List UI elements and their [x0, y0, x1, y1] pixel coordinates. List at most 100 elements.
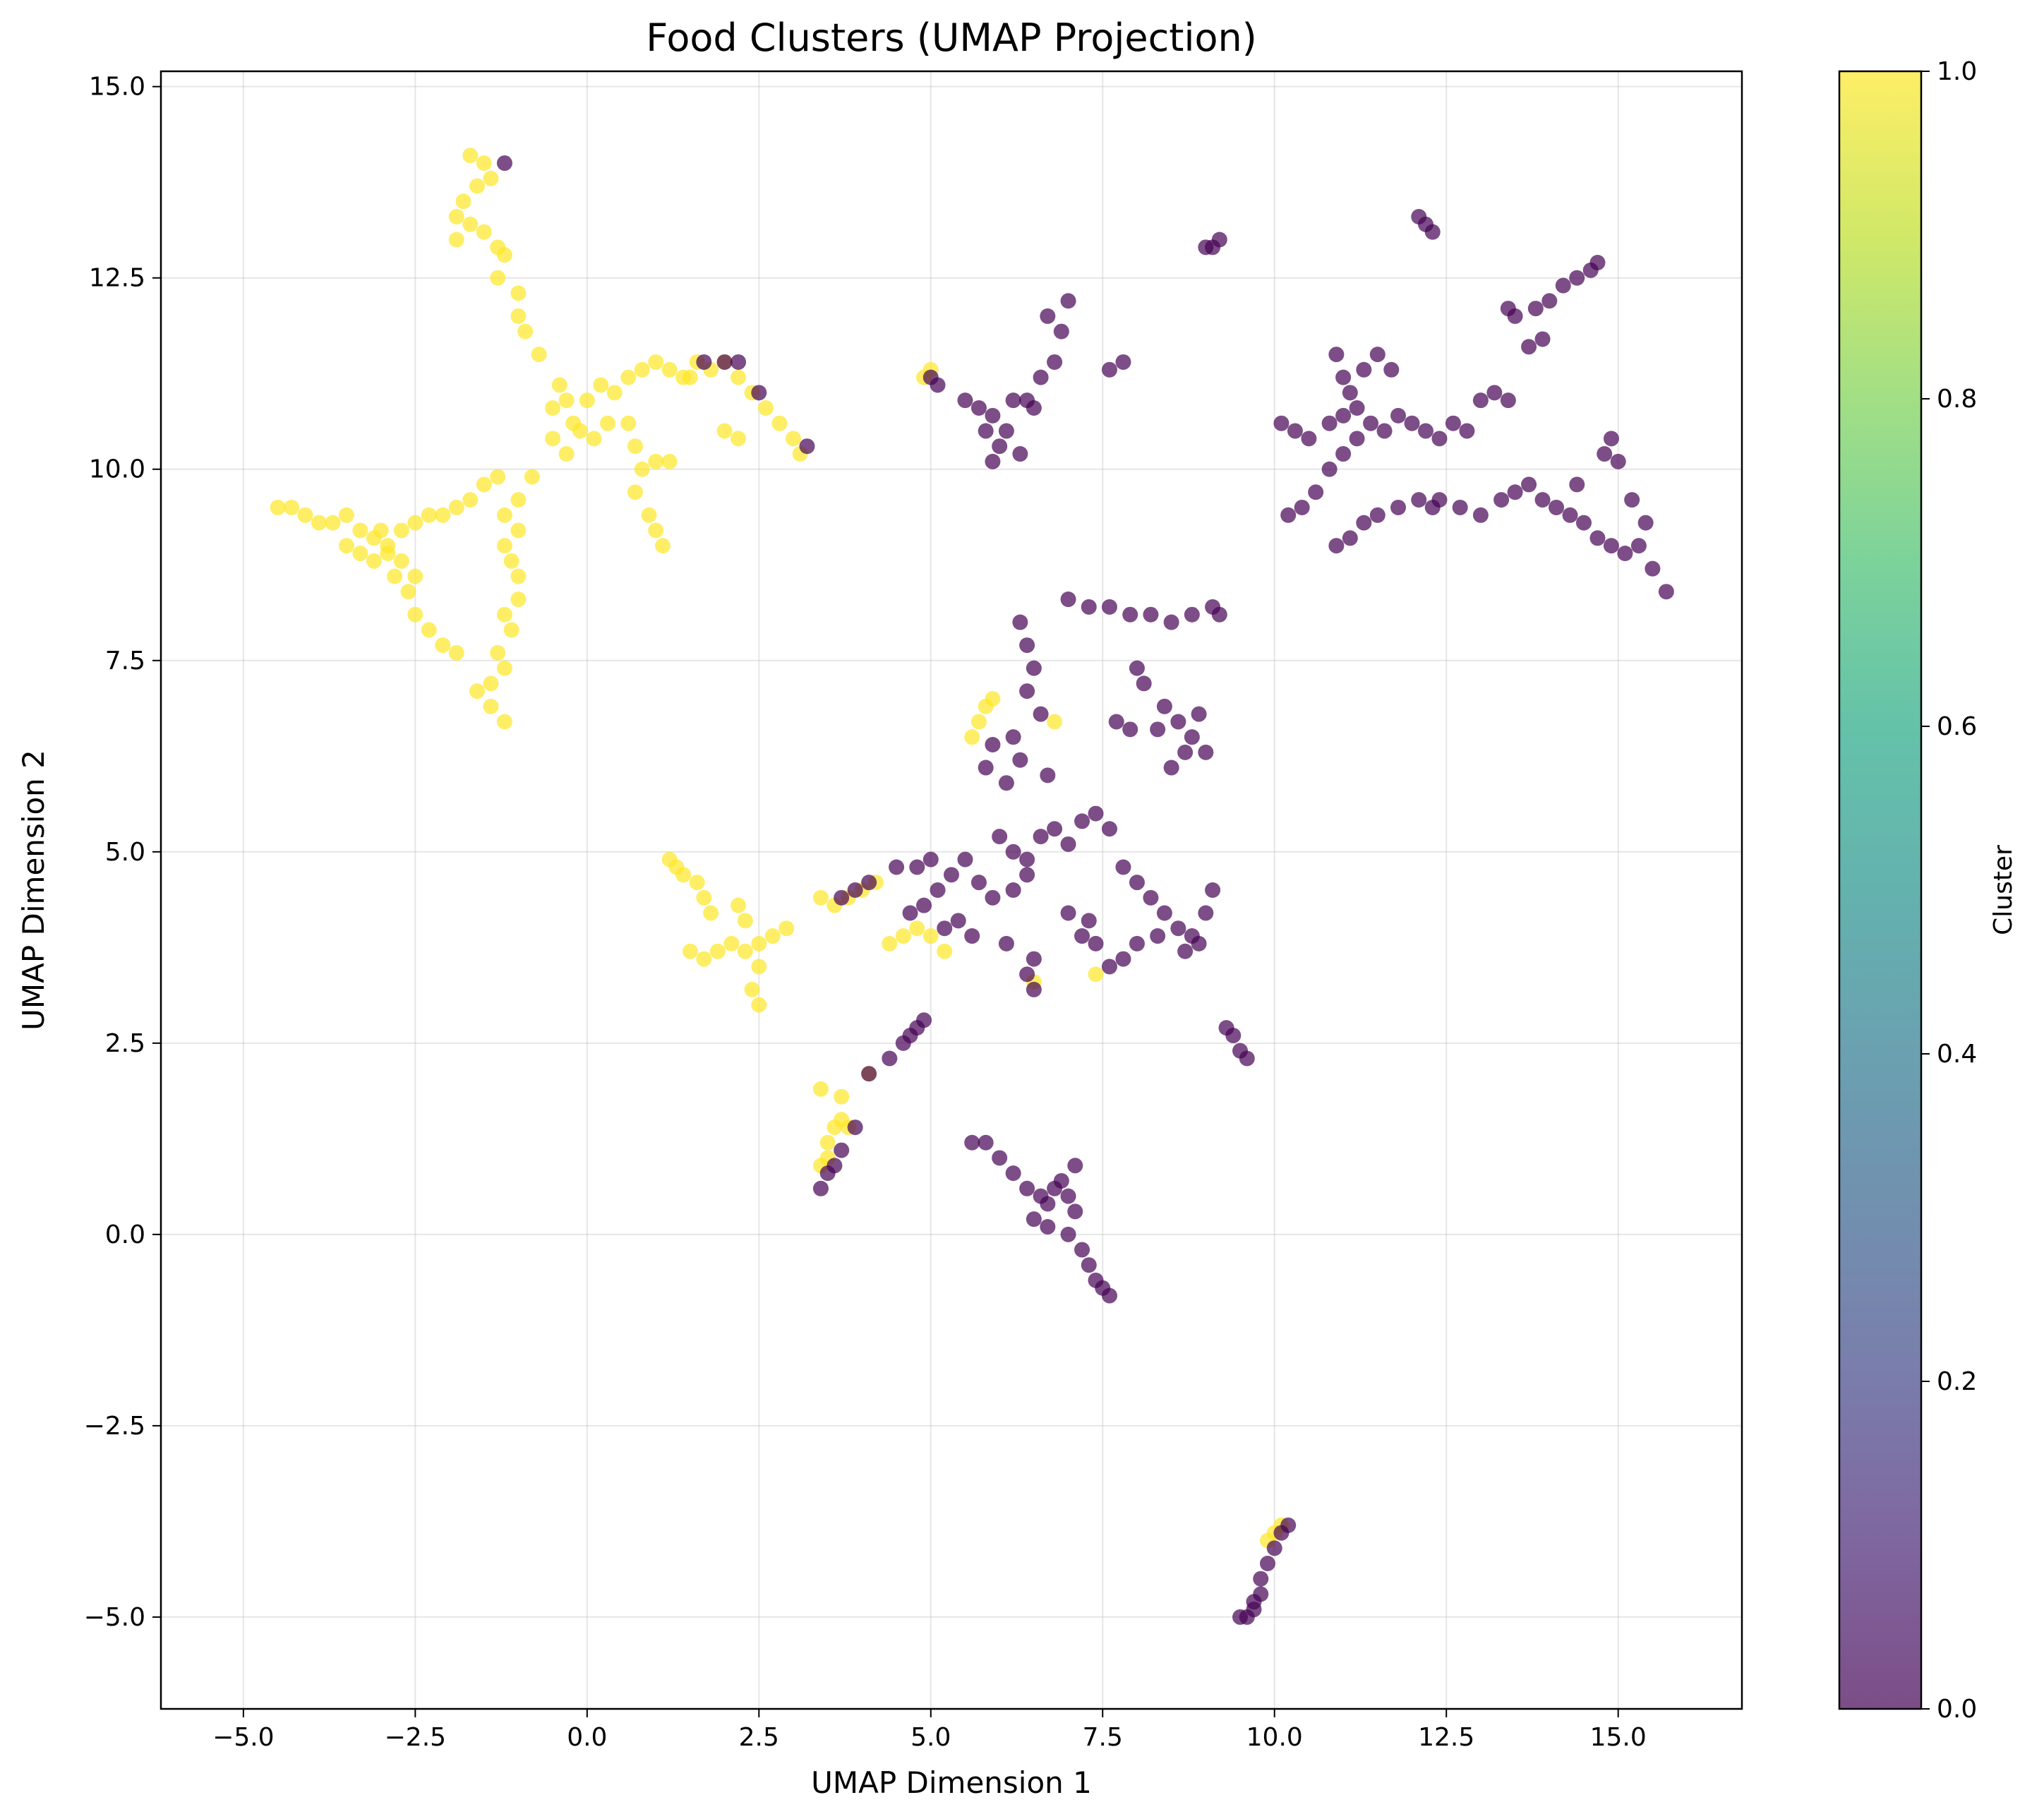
scatter-point-cluster-0: [1088, 805, 1104, 822]
scatter-point-cluster-0: [716, 354, 733, 370]
scatter-point-cluster-0: [1019, 1180, 1035, 1196]
scatter-point-cluster-0: [1136, 676, 1152, 692]
scatter-point-cluster-1: [586, 431, 602, 447]
scatter-point-cluster-1: [834, 1088, 850, 1105]
scatter-point-cluster-0: [1163, 760, 1179, 776]
y-axis-ticks: −5.0 −2.5 0.0 2.5 5.0 7.5 10.0 12.5 15.0: [84, 73, 161, 1632]
scatter-point-cluster-0: [1562, 507, 1578, 523]
scatter-point-cluster-0: [1033, 829, 1049, 845]
scatter-point-cluster-1: [778, 920, 795, 937]
scatter-point-cluster-0: [1424, 499, 1441, 515]
scatter-point-cluster-0: [1445, 415, 1461, 431]
scatter-point-cluster-0: [1102, 821, 1117, 837]
scatter-point-cluster-0: [1102, 599, 1117, 615]
scatter-point-cluster-1: [545, 431, 561, 447]
scatter-point-cluster-1: [551, 377, 567, 393]
scatter-point-cluster-0: [978, 423, 994, 439]
scatter-point-cluster-0: [847, 882, 863, 898]
scatter-point-cluster-1: [531, 347, 547, 363]
scatter-point-cluster-0: [1500, 392, 1516, 409]
scatter-point-cluster-0: [1060, 592, 1076, 608]
colorbar: 0.0 0.2 0.4 0.6 0.8 1.0 Cluster: [1838, 57, 2018, 1724]
scatter-point-cluster-0: [902, 905, 918, 921]
scatter-point-cluster-1: [496, 714, 512, 730]
scatter-point-cluster-0: [1287, 423, 1303, 439]
scatter-point-cluster-0: [1280, 507, 1297, 523]
scatter-point-cluster-1: [448, 644, 464, 661]
scatter-point-cluster-0: [1624, 492, 1640, 508]
scatter-point-cluster-0: [1047, 354, 1063, 370]
scatter-point-cluster-0: [1541, 293, 1558, 309]
scatter-point-cluster-0: [1170, 920, 1186, 937]
scatter-point-cluster-0: [1026, 1211, 1042, 1227]
scatter-point-cluster-0: [978, 1134, 994, 1151]
scatter-point-cluster-0: [1177, 744, 1194, 760]
colorbar-ticks: 0.0 0.2 0.4 0.6 0.8 1.0: [1921, 57, 1977, 1724]
scatter-point-cluster-1: [1088, 966, 1104, 983]
scatter-point-cluster-1: [675, 867, 692, 883]
scatter-point-cluster-1: [407, 606, 423, 623]
scatter-point-cluster-0: [1472, 392, 1489, 409]
scatter-point-cluster-1: [716, 423, 733, 439]
scatter-point-cluster-1: [496, 538, 512, 554]
y-tick-label: 10.0: [89, 455, 145, 484]
scatter-point-cluster-1: [909, 920, 925, 937]
colorbar-tick-label: 1.0: [1937, 57, 1977, 86]
scatter-point-cluster-0: [1328, 347, 1345, 363]
scatter-point-cluster-1: [352, 522, 368, 539]
scatter-point-cluster-0: [1026, 981, 1042, 997]
scatter-point-cluster-1: [338, 538, 354, 554]
scatter-point-cluster-1: [985, 690, 1001, 707]
scatter-point-cluster-0: [1383, 361, 1400, 378]
scatter-point-cluster-0: [1225, 1027, 1242, 1043]
scatter-point-cluster-0: [1102, 1287, 1117, 1304]
scatter-point-cluster-1: [634, 361, 650, 378]
x-axis-ticks: −5.0 −2.5 0.0 2.5 5.0 7.5 10.0 12.5 15.0: [212, 1709, 1647, 1752]
scatter-point-cluster-0: [1108, 714, 1124, 730]
grid-lines: [161, 71, 1742, 1709]
scatter-point-cluster-1: [737, 943, 753, 959]
y-tick-label: −5.0: [84, 1603, 145, 1632]
scatter-point-cluster-0: [1549, 499, 1565, 515]
scatter-point-cluster-0: [1335, 407, 1352, 424]
scatter-point-cluster-0: [1369, 347, 1385, 363]
scatter-point-cluster-0: [1211, 232, 1227, 248]
scatter-point-cluster-1: [572, 423, 589, 439]
scatter-point-cluster-1: [641, 507, 657, 523]
scatter-point-cluster-1: [490, 270, 506, 286]
scatter-point-cluster-1: [634, 461, 650, 477]
scatter-point-cluster-1: [469, 178, 485, 194]
scatter-point-cluster-0: [1150, 928, 1166, 944]
scatter-point-cluster-0: [930, 882, 946, 898]
scatter-point-cluster-1: [517, 323, 534, 340]
scatter-point-cluster-1: [764, 928, 781, 944]
scatter-point-cluster-0: [1060, 293, 1076, 309]
scatter-point-cluster-0: [1349, 431, 1365, 447]
scatter-point-cluster-0: [1198, 905, 1214, 921]
y-tick-label: 5.0: [105, 838, 145, 867]
scatter-point-cluster-0: [1143, 606, 1159, 623]
scatter-point-cluster-1: [723, 935, 740, 951]
colorbar-tick-label: 0.6: [1937, 712, 1977, 741]
scatter-point-cluster-0: [1156, 905, 1172, 921]
scatter-point-cluster-0: [1521, 339, 1537, 355]
scatter-point-cluster-1: [558, 392, 575, 409]
scatter-point-cluster-0: [1005, 1165, 1021, 1182]
y-tick-label: 7.5: [105, 647, 145, 676]
scatter-point-cluster-1: [510, 492, 527, 508]
scatter-point-cluster-0: [1040, 767, 1056, 784]
scatter-point-cluster-1: [503, 622, 519, 638]
scatter-point-cluster-1: [496, 507, 512, 523]
scatter-point-cluster-1: [510, 285, 527, 301]
scatter-point-cluster-0: [1005, 729, 1021, 745]
x-tick-label: −5.0: [212, 1723, 274, 1752]
scatter-point-cluster-1: [819, 1134, 836, 1151]
scatter-point-cluster-0: [1074, 1242, 1090, 1258]
scatter-point-cluster-1: [496, 606, 512, 623]
scatter-point-cluster-0: [1205, 882, 1221, 898]
x-tick-label: 15.0: [1590, 1723, 1647, 1752]
scatter-point-cluster-0: [1081, 913, 1097, 929]
scatter-point-cluster-0: [985, 737, 1001, 753]
x-tick-label: −2.5: [385, 1723, 446, 1752]
scatter-point-cluster-1: [937, 943, 953, 959]
